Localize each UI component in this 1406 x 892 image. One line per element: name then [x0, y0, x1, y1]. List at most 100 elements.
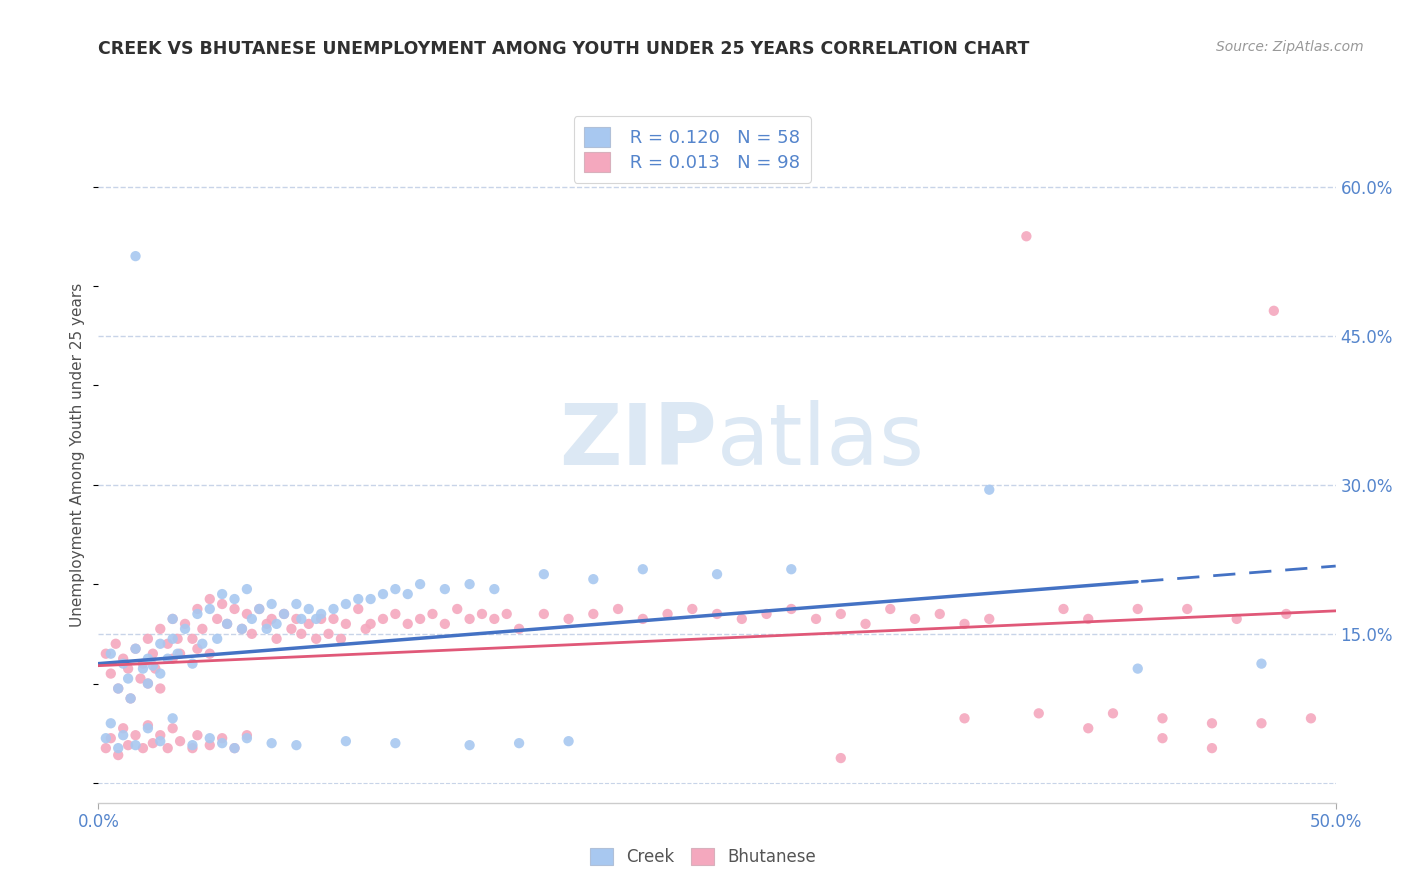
Point — [329, 632, 352, 646]
Point — [508, 622, 530, 636]
Point — [347, 592, 370, 607]
Point — [174, 616, 197, 631]
Point — [136, 718, 159, 732]
Point — [236, 728, 259, 742]
Point — [205, 632, 228, 646]
Point — [162, 711, 184, 725]
Point — [1077, 612, 1099, 626]
Point — [433, 616, 456, 631]
Point — [136, 721, 159, 735]
Point — [120, 691, 142, 706]
Point — [533, 567, 555, 582]
Point — [904, 612, 927, 626]
Point — [132, 657, 155, 671]
Point — [136, 632, 159, 646]
Point — [186, 728, 208, 742]
Point — [191, 637, 214, 651]
Point — [256, 616, 278, 631]
Point — [149, 666, 172, 681]
Point — [117, 662, 139, 676]
Point — [928, 607, 950, 621]
Point — [322, 602, 344, 616]
Point — [142, 647, 165, 661]
Point — [181, 738, 204, 752]
Point — [124, 738, 146, 752]
Point — [247, 602, 270, 616]
Point — [143, 662, 166, 676]
Point — [731, 612, 754, 626]
Point — [1250, 657, 1272, 671]
Point — [484, 612, 506, 626]
Point — [112, 651, 135, 665]
Point — [211, 736, 233, 750]
Point — [1250, 716, 1272, 731]
Point — [117, 672, 139, 686]
Point — [124, 249, 146, 263]
Point — [280, 622, 302, 636]
Point — [273, 607, 295, 621]
Point — [979, 612, 1001, 626]
Point — [149, 622, 172, 636]
Point — [335, 734, 357, 748]
Point — [236, 582, 259, 596]
Point — [446, 602, 468, 616]
Point — [124, 641, 146, 656]
Text: CREEK VS BHUTANESE UNEMPLOYMENT AMONG YOUTH UNDER 25 YEARS CORRELATION CHART: CREEK VS BHUTANESE UNEMPLOYMENT AMONG YO… — [98, 40, 1029, 58]
Point — [162, 632, 184, 646]
Point — [879, 602, 901, 616]
Point — [260, 597, 283, 611]
Point — [830, 751, 852, 765]
Point — [830, 607, 852, 621]
Point — [107, 748, 129, 763]
Point — [1201, 716, 1223, 731]
Point — [107, 681, 129, 696]
Point — [217, 616, 239, 631]
Point — [855, 616, 877, 631]
Point — [162, 651, 184, 665]
Point — [100, 647, 122, 661]
Legend: Creek, Bhutanese: Creek, Bhutanese — [581, 840, 825, 875]
Point — [94, 647, 117, 661]
Point — [396, 587, 419, 601]
Point — [124, 728, 146, 742]
Point — [1201, 741, 1223, 756]
Point — [217, 616, 239, 631]
Point — [285, 738, 308, 752]
Point — [186, 602, 208, 616]
Point — [136, 676, 159, 690]
Point — [298, 602, 321, 616]
Point — [305, 632, 328, 646]
Point — [495, 607, 517, 621]
Point — [582, 572, 605, 586]
Point — [953, 711, 976, 725]
Point — [285, 612, 308, 626]
Point — [107, 681, 129, 696]
Point — [198, 731, 221, 746]
Point — [231, 622, 253, 636]
Point — [166, 647, 188, 661]
Point — [198, 738, 221, 752]
Point — [1028, 706, 1050, 721]
Point — [557, 612, 579, 626]
Point — [631, 562, 654, 576]
Point — [211, 731, 233, 746]
Point — [953, 616, 976, 631]
Point — [94, 741, 117, 756]
Point — [169, 734, 191, 748]
Point — [409, 577, 432, 591]
Point — [409, 612, 432, 626]
Point — [681, 602, 703, 616]
Point — [162, 721, 184, 735]
Point — [309, 612, 332, 626]
Point — [211, 597, 233, 611]
Point — [706, 607, 728, 621]
Point — [347, 602, 370, 616]
Point — [142, 736, 165, 750]
Point — [471, 607, 494, 621]
Point — [631, 612, 654, 626]
Point — [1152, 731, 1174, 746]
Point — [484, 582, 506, 596]
Point — [162, 612, 184, 626]
Point — [198, 647, 221, 661]
Point — [256, 622, 278, 636]
